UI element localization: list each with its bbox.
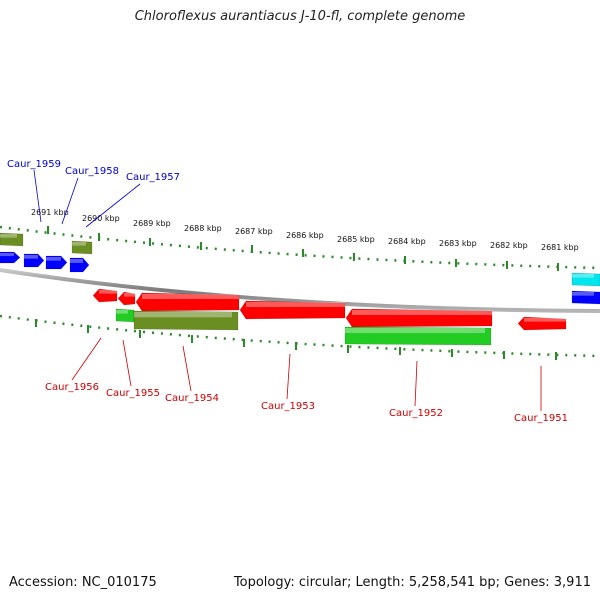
- gene-caur-1957[interactable]: [71, 240, 93, 255]
- scale-label: 2690 kbp: [82, 214, 120, 223]
- scale-label: 2684 kbp: [388, 237, 426, 246]
- gene-feature[interactable]: [344, 326, 492, 346]
- gene-label[interactable]: Caur_1958: [65, 166, 119, 177]
- scale-labels: 2691 kbp 2690 kbp 2689 kbp 2688 kbp 2687 kbp…: [31, 208, 579, 252]
- gene-feature[interactable]: [69, 257, 90, 273]
- callout-line: [85, 183, 141, 228]
- gene-caur-1959[interactable]: [23, 253, 45, 268]
- gene-track: [0, 232, 600, 346]
- gene-feature[interactable]: [571, 290, 600, 305]
- scale-track-bottom: [0, 314, 600, 358]
- gene-label[interactable]: Caur_1951: [514, 413, 568, 424]
- scale-label: 2688 kbp: [184, 224, 222, 233]
- gene-label[interactable]: Caur_1959: [7, 159, 61, 170]
- scale-label: 2681 kbp: [541, 243, 579, 252]
- genome-summary-text: Topology: circular; Length: 5,258,541 bp…: [233, 575, 591, 590]
- gene-label[interactable]: Caur_1953: [261, 401, 315, 412]
- scale-label: 2689 kbp: [133, 219, 171, 228]
- scale-label: 2685 kbp: [337, 235, 375, 244]
- gene-label[interactable]: Caur_1952: [389, 408, 443, 419]
- map-title: Chloroflexus aurantiacus J-10-fl, comple…: [134, 9, 466, 24]
- scale-label: 2683 kbp: [439, 239, 477, 248]
- gene-label[interactable]: Caur_1956: [45, 382, 99, 393]
- gene-label[interactable]: Caur_1955: [106, 388, 160, 399]
- gene-caur-1956[interactable]: [92, 288, 118, 303]
- callout-line: [33, 169, 42, 223]
- gene-feature[interactable]: [0, 251, 21, 264]
- callout-line: [182, 345, 192, 392]
- callout-line: [414, 360, 418, 407]
- gene-caur-1953[interactable]: [239, 300, 346, 320]
- callout-labels: Caur_1959 Caur_1958 Caur_1957 Caur_1956 Caur…: [7, 159, 568, 424]
- gene-feature[interactable]: [115, 308, 135, 323]
- callout-line: [61, 177, 79, 225]
- accession-text: Accession: NC_010175: [9, 575, 157, 590]
- gene-caur-1954[interactable]: [135, 292, 240, 312]
- gene-caur-1951[interactable]: [517, 316, 567, 331]
- gene-label[interactable]: Caur_1957: [126, 172, 180, 183]
- gene-caur-1955[interactable]: [117, 291, 136, 306]
- gene-caur-1958[interactable]: [45, 255, 68, 270]
- scale-major-ticks: [35, 226, 559, 360]
- scale-label: 2691 kbp: [31, 208, 69, 217]
- scale-label: 2687 kbp: [235, 227, 273, 236]
- scale-label: 2682 kbp: [490, 241, 528, 250]
- gene-feature[interactable]: [133, 310, 239, 331]
- callout-line: [122, 339, 132, 387]
- gene-feature[interactable]: [0, 232, 24, 247]
- genome-backbone: [0, 268, 600, 313]
- gene-label[interactable]: Caur_1954: [165, 393, 219, 404]
- callout-line: [286, 353, 291, 400]
- callout-line: [71, 337, 102, 381]
- gene-caur-1952[interactable]: [345, 308, 493, 328]
- callout-lines: [33, 169, 542, 411]
- gene-feature[interactable]: [571, 272, 600, 287]
- scale-label: 2686 kbp: [286, 231, 324, 240]
